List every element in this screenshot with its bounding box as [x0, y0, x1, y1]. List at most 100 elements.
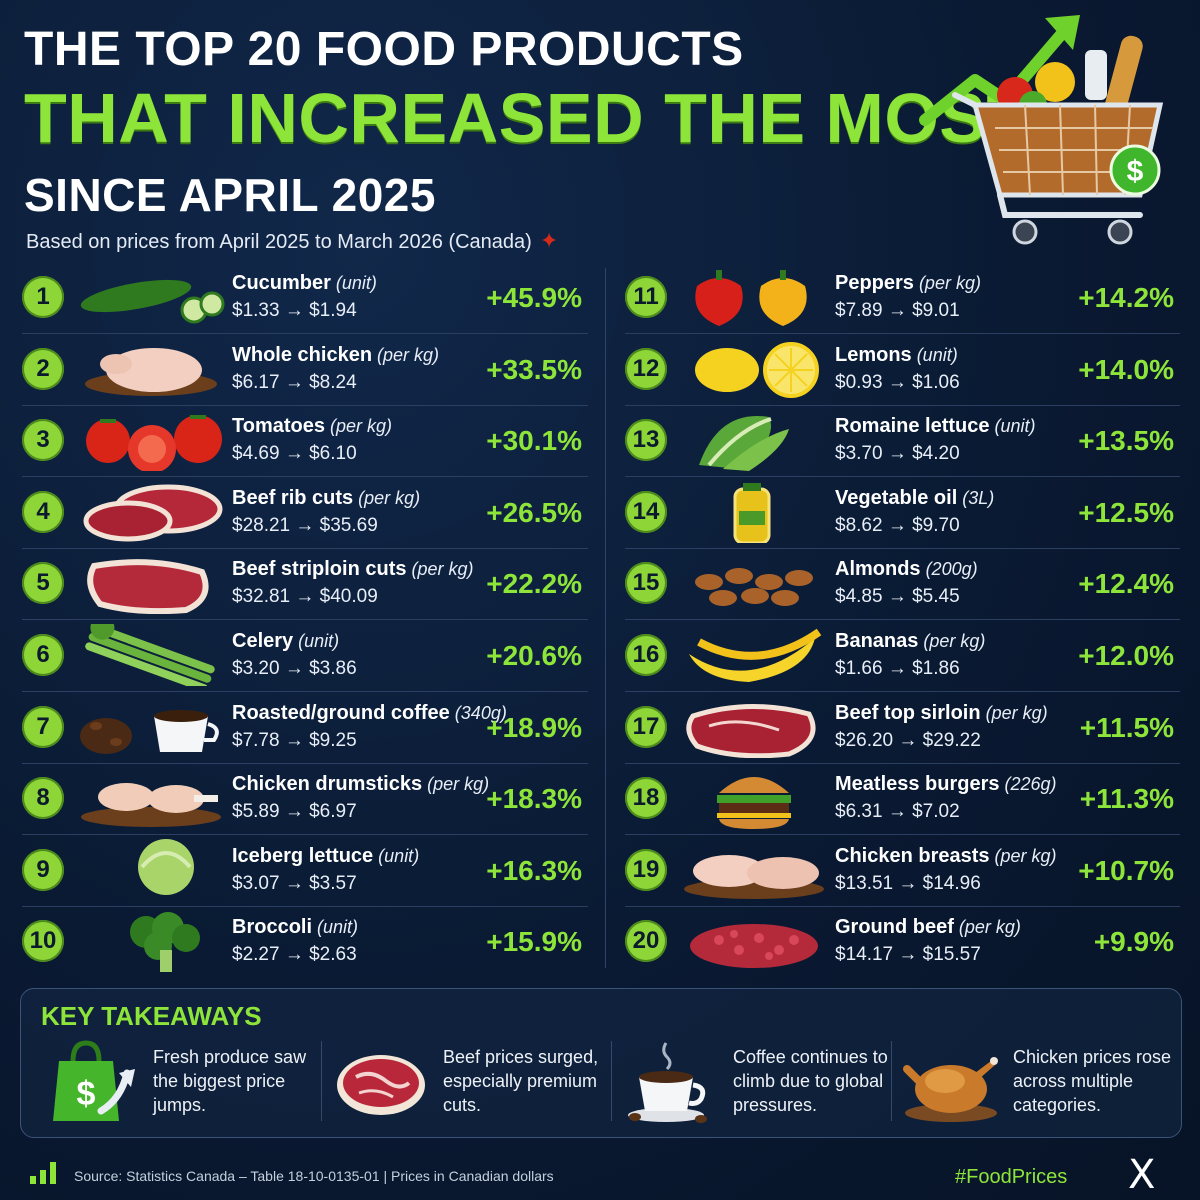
product-unit: (per kg) — [377, 344, 440, 365]
price-change: $6.17 → $8.24 — [232, 371, 357, 393]
maple-leaf-icon: ✦ — [539, 228, 559, 253]
ranking-row: 20 Ground beef (per kg) $14.17 → $15.57 +9.9… — [625, 906, 1180, 978]
takeaway-divider — [891, 1041, 892, 1121]
celery-icon — [85, 624, 215, 686]
ranking-row: 18 Meatless burgers (226g) $6.31 → $7.02 +11… — [625, 763, 1180, 836]
product-name: Chicken drumsticks (per kg) — [232, 773, 489, 796]
title-line-1: THE TOP 20 FOOD PRODUCTS — [24, 23, 744, 76]
subtitle: Based on prices from April 2025 to March… — [26, 228, 558, 254]
rank-badge: 15 — [625, 562, 667, 605]
row-separator — [625, 834, 1180, 836]
product-name: Ground beef (per kg) — [835, 916, 1021, 939]
takeaway-text-coffee: Coffee continues to climb due to global … — [733, 1047, 888, 1115]
product-unit: (per kg) — [994, 845, 1057, 866]
ranking-row: 11 Peppers (per kg) $7.89 → $9.01 +14.2% — [625, 262, 1180, 334]
product-name-text: Tomatoes — [232, 415, 325, 438]
percent-increase: +14.2% — [1078, 282, 1174, 313]
row-separator — [22, 691, 588, 692]
product-name-text: Bananas — [835, 630, 919, 652]
product-name: Roasted/ground coffee (340g) — [232, 702, 507, 725]
ranking-row: 10 Broccoli (unit) $2.27 → $2.63 +15.9% — [22, 906, 588, 978]
product-name: Tomatoes (per kg) — [232, 415, 392, 438]
rank-badge: 4 — [22, 490, 64, 533]
price-change: $28.21 → $35.69 — [232, 514, 378, 536]
takeaway-divider — [321, 1041, 322, 1121]
percent-increase: +16.3% — [486, 854, 582, 886]
product-name-text: Vegetable oil — [835, 486, 958, 509]
product-unit: (226g) — [1004, 774, 1057, 795]
x-logo-icon[interactable]: X — [1128, 1152, 1156, 1198]
peppers-icon — [695, 270, 807, 326]
coffee-beans-icon — [80, 709, 219, 754]
rank-badge: 9 — [22, 848, 64, 891]
roast-chicken-icon — [903, 1057, 998, 1122]
percent-increase: +18.3% — [486, 783, 582, 815]
whole-chicken-icon — [85, 347, 217, 396]
product-unit: (per kg) — [923, 631, 986, 651]
price-change: $14.17 → $15.57 — [835, 944, 981, 966]
product-unit: (unit) — [378, 845, 420, 866]
percent-increase: +15.9% — [486, 926, 582, 958]
product-name: Cucumber (unit) — [232, 272, 377, 295]
price-change: $6.31 → $7.02 — [835, 801, 960, 823]
product-unit: (per kg) — [358, 487, 421, 508]
product-name: Almonds (200g) — [835, 558, 978, 581]
rank-badge: 19 — [625, 848, 667, 891]
percent-increase: +22.2% — [486, 568, 582, 600]
row-separator — [625, 333, 1180, 334]
product-name: Bananas (per kg) — [835, 630, 985, 653]
almonds-icon — [695, 568, 813, 607]
ranking-row: 4 Beef rib cuts (per kg) $28.21 → $35.69 +26… — [22, 477, 588, 549]
price-change: $4.85 → $5.45 — [835, 586, 960, 608]
rank-badge: 1 — [22, 276, 64, 318]
percent-increase: +12.0% — [1078, 640, 1174, 671]
cucumber-icon — [80, 279, 225, 324]
ranking-row: 2 Whole chicken (per kg) $6.17 → $8.24 +33.5… — [22, 334, 588, 406]
key-takeaways-title: KEY TAKEAWAYS — [41, 1001, 262, 1031]
product-name: Peppers (per kg) — [835, 272, 981, 295]
percent-increase: +11.5% — [1079, 711, 1174, 743]
product-name-text: Peppers — [835, 272, 914, 294]
product-name-text: Whole chicken — [232, 343, 373, 366]
takeaway-chicken: Chicken prices rose across multiple cate… — [901, 1039, 1171, 1125]
rank-badge: 16 — [625, 634, 667, 676]
row-separator — [22, 619, 588, 621]
tomatoes-icon — [86, 415, 222, 472]
product-name-text: Almonds — [835, 558, 921, 581]
row-separator — [22, 333, 588, 334]
bar-chart-icon — [30, 1162, 56, 1184]
product-name-text: Roasted/ground coffee — [232, 701, 450, 724]
product-unit: (unit) — [298, 631, 340, 651]
product-name: Vegetable oil (3L) — [835, 487, 994, 510]
vegetable-oil-icon — [733, 482, 771, 543]
product-name: Beef rib cuts (per kg) — [232, 487, 420, 510]
row-separator — [625, 476, 1180, 478]
product-name-text: Beef striploin cuts — [232, 558, 407, 581]
title-line-3: SINCE APRIL 2025 — [24, 169, 436, 221]
ranking-row: 1 Cucumber (unit) $1.33 → $1.94 +45.9% — [22, 262, 588, 334]
row-separator — [22, 762, 588, 764]
product-name: Chicken breasts (per kg) — [835, 845, 1057, 868]
product-name-text: Chicken breasts — [835, 844, 990, 867]
ranking-row: 8 Chicken drumsticks (per kg) $5.89 → $6.97… — [22, 763, 588, 836]
row-separator — [625, 762, 1180, 764]
price-change: $8.62 → $9.70 — [835, 514, 960, 536]
takeaway-divider — [611, 1041, 612, 1121]
product-name-text: Cucumber — [232, 272, 331, 294]
product-name-text: Lemons — [835, 343, 912, 366]
sirloin-steak-icon — [686, 703, 816, 758]
percent-increase: +14.0% — [1078, 353, 1174, 385]
rank-badge: 18 — [625, 777, 667, 820]
ranking-row: 9 Iceberg lettuce (unit) $3.07 → $3.57 +16.3… — [22, 835, 588, 907]
rank-badge: 8 — [22, 777, 64, 820]
product-unit: (per kg) — [329, 416, 392, 437]
product-name: Beef striploin cuts (per kg) — [232, 558, 474, 581]
hashtag[interactable]: #FoodPrices — [955, 1166, 1068, 1188]
product-unit: (unit) — [317, 917, 359, 938]
broccoli-icon — [130, 912, 200, 973]
steak-icon — [337, 1055, 425, 1115]
price-change: $7.89 → $9.01 — [835, 300, 960, 321]
product-name: Whole chicken (per kg) — [232, 344, 439, 367]
takeaway-text-produce: Fresh produce saw the biggest price jump… — [153, 1047, 307, 1115]
footer: Source: Statistics Canada – Table 18-10-… — [0, 1148, 1200, 1200]
